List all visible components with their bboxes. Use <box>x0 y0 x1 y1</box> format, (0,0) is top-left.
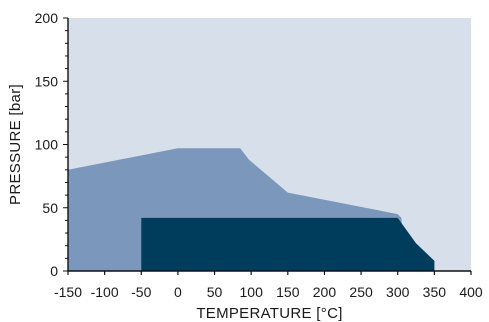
x-tick-label: 350 <box>423 284 447 300</box>
axes-layer <box>63 17 472 275</box>
x-axis-title: TEMPERATURE [°C] <box>196 305 342 322</box>
x-tick-label: -150 <box>54 284 82 300</box>
y-tick-label: 50 <box>42 200 58 216</box>
series-layer <box>68 148 435 271</box>
x-tick-label: 100 <box>240 284 264 300</box>
y-tick-label: 200 <box>35 10 59 26</box>
y-tick-label: 100 <box>35 137 59 153</box>
x-tick-label: 50 <box>207 284 223 300</box>
series-area-2 <box>141 217 435 271</box>
x-tick-label: 300 <box>386 284 410 300</box>
y-axis-title: PRESSURE [bar] <box>7 84 24 205</box>
tick-layer: -150 -100 -50 0 50 100 150 200 250 300 350 400 0 50 10… <box>35 10 483 300</box>
x-tick-label: 0 <box>174 284 182 300</box>
y-tick-label: 150 <box>35 73 59 89</box>
x-tick-label: 150 <box>276 284 300 300</box>
y-tick-label: 0 <box>50 263 58 279</box>
x-tick-label: -50 <box>131 284 151 300</box>
x-tick-label: -100 <box>91 284 119 300</box>
x-tick-label: 400 <box>459 284 483 300</box>
x-tick-label: 250 <box>349 284 373 300</box>
x-tick-label: 200 <box>313 284 337 300</box>
